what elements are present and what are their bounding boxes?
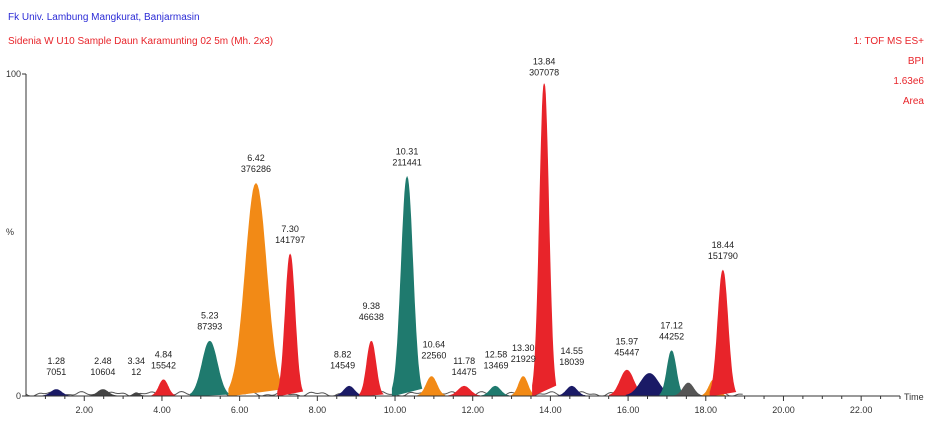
peak-4 (189, 340, 231, 397)
peak-area-label: 307078 (529, 67, 559, 77)
peak-rt-label: 11.78 (453, 356, 475, 366)
peak-5 (228, 182, 284, 397)
peak-rt-label: 1.28 (48, 356, 66, 366)
peak-area-label: 45447 (614, 347, 639, 357)
peak-rt-label: 2.48 (94, 356, 112, 366)
peak-rt-label: 12.58 (485, 349, 508, 359)
peak-8 (359, 340, 384, 397)
x-axis-label: Time (904, 392, 924, 402)
axes-layer: 2.00 4.00 6.00 8.00 10.00 12.00 14.00 16.00 18.0… (6, 69, 924, 415)
header-mode: Area (903, 96, 925, 107)
peak-area-label: 22560 (421, 351, 446, 361)
peak-area-label: 211441 (392, 158, 421, 168)
peak-14 (532, 83, 557, 397)
y-tick-label: 100 (6, 69, 21, 79)
peak-area-label: 13469 (484, 360, 509, 370)
peak-9 (391, 175, 423, 397)
peak-area-label: 44252 (659, 331, 684, 341)
peak-area-label: 87393 (197, 322, 222, 332)
peak-area-label: 7051 (46, 367, 66, 377)
peak-rt-label: 3.34 (128, 356, 146, 366)
peak-11 (448, 385, 480, 397)
peak-area-label: 151790 (708, 251, 738, 261)
peak-2 (128, 392, 145, 397)
x-tick-label: 8.00 (309, 405, 327, 415)
peak-rt-label: 7.30 (281, 224, 299, 234)
peak-15 (557, 385, 586, 397)
x-tick-label: 2.00 (76, 405, 94, 415)
peak-rt-label: 10.64 (423, 340, 446, 350)
x-tick-label: 6.00 (231, 405, 249, 415)
peak-area-label: 141797 (275, 235, 305, 245)
header-detector: 1: TOF MS ES+ (854, 36, 925, 47)
peak-3 (151, 379, 176, 397)
header-institution: Fk Univ. Lambung Mangkurat, Banjarmasin (8, 12, 200, 23)
peak-area-label: 21929 (511, 354, 536, 364)
peak-area-label: 14549 (330, 360, 355, 370)
header-intensity: 1.63e6 (893, 76, 924, 87)
peak-rt-label: 13.84 (533, 56, 556, 66)
peak-21 (709, 269, 737, 397)
peak-rt-label: 4.84 (155, 349, 173, 359)
x-tick-label: 16.00 (617, 405, 640, 415)
peak-area-label: 14475 (452, 367, 477, 377)
peak-area-label: 376286 (241, 164, 271, 174)
peaks-layer (25, 83, 743, 397)
peak-rt-label: 6.42 (247, 153, 265, 163)
peak-rt-label: 13.30 (512, 343, 535, 353)
peak-0 (42, 389, 70, 397)
peak-7 (335, 385, 363, 397)
peak-area-label: 15542 (151, 360, 176, 370)
peak-1 (88, 389, 117, 397)
x-tick-label: 12.00 (461, 405, 484, 415)
peak-area-label: 18039 (559, 357, 584, 367)
y-tick-label: 0 (16, 391, 21, 401)
x-tick-label: 18.00 (695, 405, 718, 415)
peak-18 (659, 350, 685, 397)
x-tick-label: 20.00 (772, 405, 795, 415)
header-sample: Sidenia W U10 Sample Daun Karamunting 02… (8, 36, 273, 47)
peak-area-label: 46638 (359, 312, 384, 322)
peak-rt-label: 8.82 (334, 349, 352, 359)
peak-area-label: 10604 (90, 367, 115, 377)
peak-rt-label: 10.31 (396, 147, 419, 157)
x-tick-label: 22.00 (850, 405, 873, 415)
peak-13 (511, 376, 536, 397)
peak-rt-label: 15.97 (616, 336, 639, 346)
peak-rt-label: 14.55 (560, 346, 583, 356)
peak-rt-label: 9.38 (363, 301, 381, 311)
peak-area-label: 12 (131, 367, 141, 377)
peak-rt-label: 17.12 (660, 320, 683, 330)
x-tick-label: 14.00 (539, 405, 562, 415)
peak-12 (481, 385, 509, 397)
peak-rt-label: 5.23 (201, 311, 219, 321)
x-tick-label: 10.00 (384, 405, 407, 415)
header-trace-type: BPI (908, 56, 924, 67)
x-tick-label: 4.00 (153, 405, 171, 415)
peak-rt-label: 18.44 (712, 240, 735, 250)
peak-19 (674, 382, 703, 397)
y-axis-label: % (6, 227, 14, 237)
peak-6 (277, 253, 304, 397)
peak-10 (417, 376, 446, 397)
